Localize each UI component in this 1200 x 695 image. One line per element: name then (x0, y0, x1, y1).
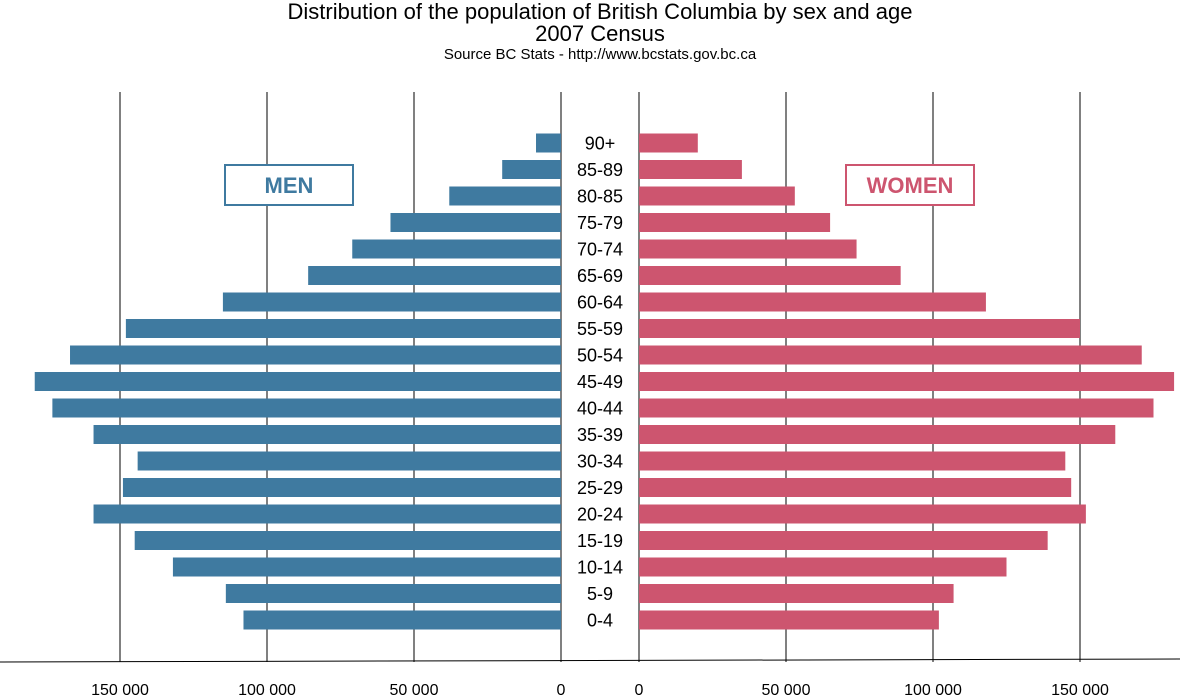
legend-men: MEN (224, 164, 354, 206)
age-label-40-44: 40-44 (577, 399, 623, 419)
bar-women-65-69 (639, 266, 901, 285)
bar-women-5-9 (639, 584, 954, 603)
bar-women-40-44 (639, 398, 1154, 418)
bar-women-55-59 (639, 319, 1080, 338)
bar-women-50-54 (639, 345, 1142, 365)
age-label-80-85: 80-85 (577, 187, 623, 207)
age-label-0-4: 0-4 (587, 611, 613, 631)
bar-men-45-49 (34, 372, 562, 391)
bar-men-5-9 (225, 584, 561, 603)
bar-women-0-4 (639, 610, 939, 630)
bar-men-10-14 (172, 557, 562, 577)
age-label-30-34: 30-34 (577, 452, 623, 472)
age-label-35-39: 35-39 (577, 425, 623, 445)
tick-label-women-0: 0 (635, 682, 644, 695)
bar-men-90+ (536, 133, 561, 153)
age-label-65-69: 65-69 (577, 266, 623, 286)
bar-women-90+ (639, 133, 698, 153)
legend-women-label: WOMEN (867, 173, 954, 198)
bar-men-35-39 (93, 425, 561, 444)
age-label-15-19: 15-19 (577, 531, 623, 551)
age-label-75-79: 75-79 (577, 213, 623, 233)
bar-men-0-4 (243, 610, 562, 630)
bar-women-10-14 (639, 557, 1007, 577)
bar-men-75-79 (390, 213, 561, 232)
bar-women-85-89 (639, 160, 742, 179)
chart-subtitle: 2007 Census (535, 21, 665, 46)
bar-men-70-74 (352, 239, 561, 259)
bar-men-30-34 (137, 451, 561, 471)
legend-men-label: MEN (265, 173, 314, 198)
bar-women-75-79 (639, 213, 831, 232)
bar-women-30-34 (639, 451, 1066, 471)
bar-women-45-49 (639, 372, 1175, 391)
bar-women-70-74 (639, 239, 857, 259)
bar-women-60-64 (639, 292, 986, 312)
legend-women-box (845, 164, 975, 206)
tick-label-women-1: 50 000 (762, 682, 811, 695)
bar-women-80-85 (639, 186, 795, 206)
age-label-20-24: 20-24 (577, 505, 623, 525)
bar-men-80-85 (449, 186, 561, 206)
bar-women-15-19 (639, 531, 1048, 550)
x-axis-line (0, 658, 1181, 663)
age-label-60-64: 60-64 (577, 293, 623, 313)
age-label-55-59: 55-59 (577, 319, 623, 339)
bar-women-20-24 (639, 504, 1086, 524)
bar-men-50-54 (70, 345, 562, 365)
bar-men-60-64 (222, 292, 561, 312)
bar-men-65-69 (308, 266, 561, 285)
tick-label-men-1: 50 000 (390, 682, 439, 695)
legend-women: WOMEN (845, 164, 975, 206)
chart-source: Source BC Stats - http://www.bcstats.gov… (444, 46, 757, 63)
bar-men-15-19 (134, 531, 561, 550)
tick-label-men-2: 100 000 (238, 682, 296, 695)
bar-men-55-59 (125, 319, 561, 338)
chart-title: Distribution of the population of Britis… (288, 0, 913, 24)
bar-men-20-24 (93, 504, 561, 524)
bar-men-25-29 (122, 478, 561, 497)
age-label-50-54: 50-54 (577, 346, 623, 366)
x-axis: 0 0 50 000 50 000 100 000 100 000 150 000 150 0… (0, 658, 1181, 695)
age-label-5-9: 5-9 (587, 584, 613, 604)
bar-men-85-89 (502, 160, 561, 179)
legend-men-box (224, 164, 354, 206)
tick-label-men-0: 0 (557, 682, 566, 695)
age-label-85-89: 85-89 (577, 160, 623, 180)
age-labels: 0-4 5-9 10-14 15-19 20-24 25-29 30-34 35-39 40-4… (577, 134, 623, 631)
age-label-25-29: 25-29 (577, 478, 623, 498)
bar-women-25-29 (639, 478, 1072, 497)
bars (34, 133, 1175, 630)
tick-label-women-3: 150 000 (1051, 682, 1109, 695)
bar-women-35-39 (639, 425, 1116, 444)
age-label-45-49: 45-49 (577, 372, 623, 392)
age-label-10-14: 10-14 (577, 558, 623, 578)
tick-label-men-3: 150 000 (91, 682, 149, 695)
age-label-70-74: 70-74 (577, 240, 623, 260)
bar-men-40-44 (52, 398, 561, 418)
age-label-90+: 90+ (585, 134, 616, 154)
tick-label-women-2: 100 000 (904, 682, 962, 695)
